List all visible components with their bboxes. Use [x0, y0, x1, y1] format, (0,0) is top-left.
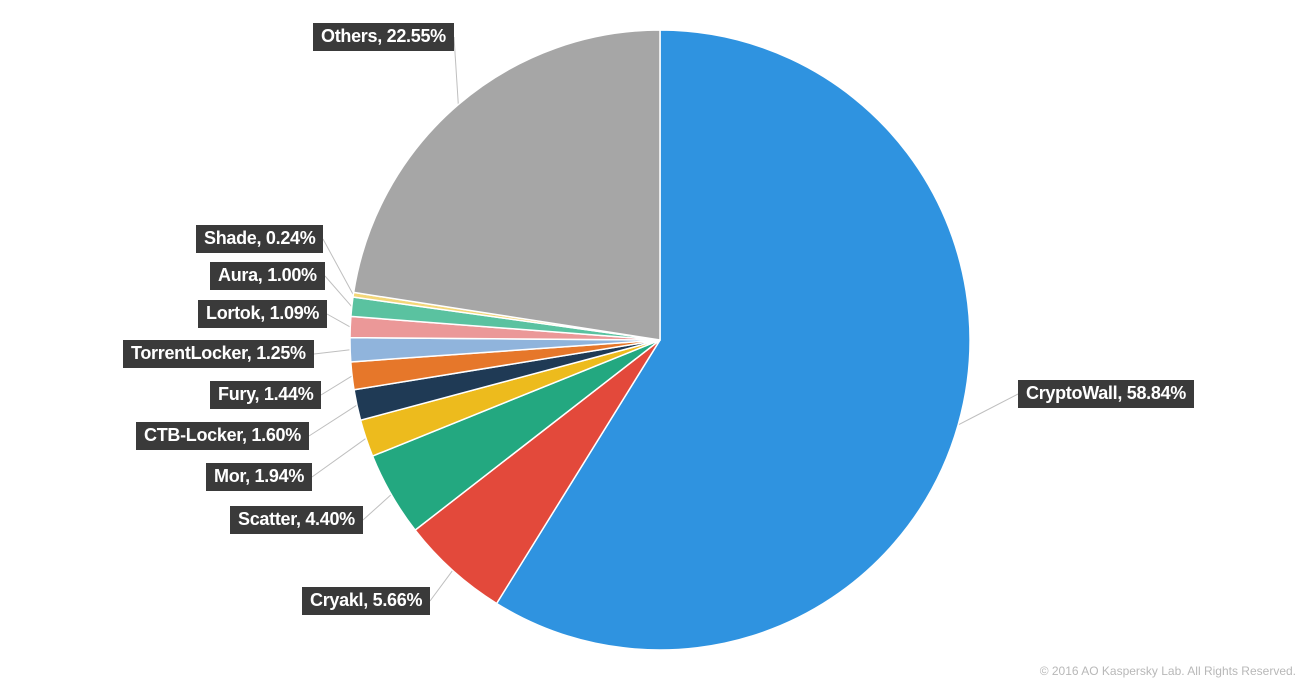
slice-label-fury: Fury, 1.44%: [210, 381, 321, 409]
leader-line: [327, 314, 350, 327]
leader-line: [958, 394, 1018, 425]
slice-label-mor: Mor, 1.94%: [206, 463, 312, 491]
slice-label-torrentlocker: TorrentLocker, 1.25%: [123, 340, 314, 368]
leader-line: [323, 239, 353, 295]
copyright-text: © 2016 AO Kaspersky Lab. All Rights Rese…: [1040, 664, 1296, 678]
slice-label-scatter: Scatter, 4.40%: [230, 506, 363, 534]
pie-slice-others: [354, 30, 660, 340]
slice-label-shade: Shade, 0.24%: [196, 225, 323, 253]
leader-line: [309, 405, 357, 436]
slice-label-ctb-locker: CTB-Locker, 1.60%: [136, 422, 309, 450]
slice-label-cryakl: Cryakl, 5.66%: [302, 587, 430, 615]
slice-label-cryptowall: CryptoWall, 58.84%: [1018, 380, 1194, 408]
pie-chart: CryptoWall, 58.84% Cryakl, 5.66% Scatter, …: [0, 0, 1312, 688]
slice-label-aura: Aura, 1.00%: [210, 262, 325, 290]
leader-line: [312, 438, 366, 477]
leader-line: [454, 37, 458, 105]
leader-line: [325, 276, 352, 307]
leader-line: [321, 376, 352, 395]
leader-line: [430, 570, 453, 601]
leader-line: [314, 350, 350, 354]
slice-label-others: Others, 22.55%: [313, 23, 454, 51]
leader-line: [363, 495, 391, 520]
slice-label-lortok: Lortok, 1.09%: [198, 300, 327, 328]
